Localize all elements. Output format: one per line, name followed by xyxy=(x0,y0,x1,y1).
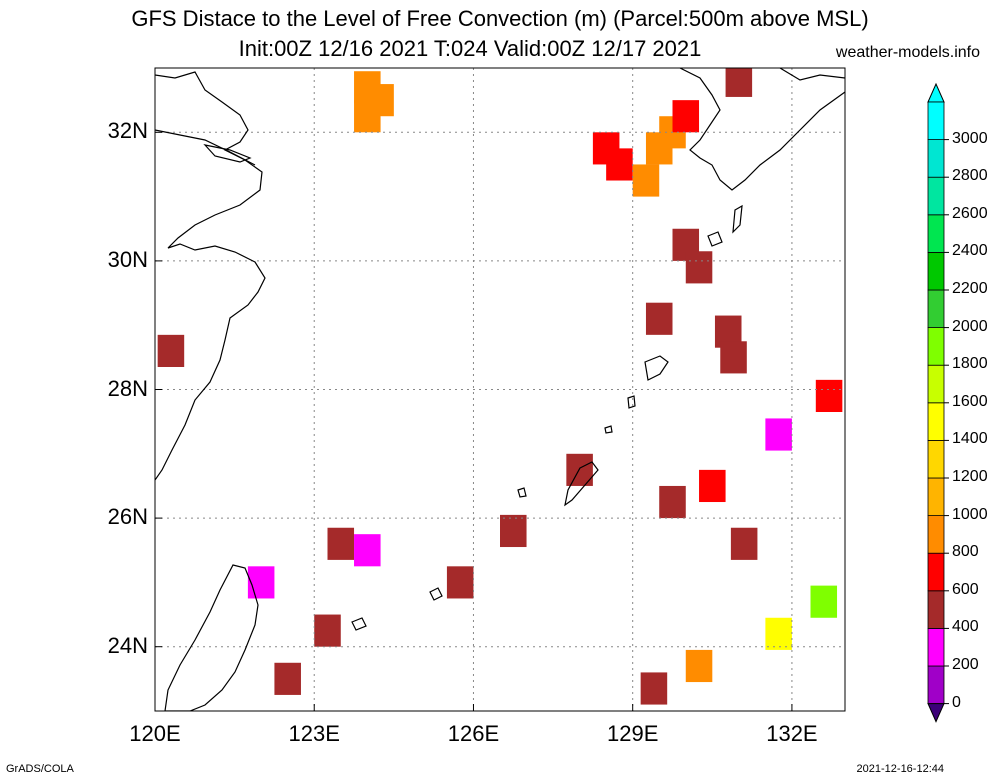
field-cell-17 xyxy=(765,418,792,451)
yakushima xyxy=(707,231,723,247)
colorbar-segment-15 xyxy=(927,101,945,140)
colorbar-segment-14 xyxy=(927,139,945,178)
field-cell-14 xyxy=(720,341,747,374)
colorbar-segment-10 xyxy=(927,289,945,328)
field-cell-26 xyxy=(314,614,341,647)
field-cells xyxy=(157,68,843,705)
field-cell-7 xyxy=(632,164,660,197)
field-cell-32 xyxy=(810,585,838,618)
colorbar-label-1: 200 xyxy=(952,656,979,673)
colorbar-label-15: 3000 xyxy=(952,129,988,147)
field-cell-24 xyxy=(446,566,474,599)
field-cell-27 xyxy=(274,662,301,695)
field-cell-8 xyxy=(672,100,700,133)
izena-island xyxy=(627,395,636,409)
colorbar-label-4: 800 xyxy=(952,543,979,561)
colorbar-segment-13 xyxy=(927,176,945,216)
kerama-island xyxy=(517,487,527,498)
colorbar-label-0: 0 xyxy=(952,693,961,711)
timestamp-label: 2021-12-16-12:44 xyxy=(856,763,944,775)
title-line-1: GFS Distace to the Level of Free Convect… xyxy=(131,6,869,31)
site-label: weather-models.info xyxy=(835,44,980,61)
field-cell-4 xyxy=(606,148,633,181)
colorbar-segment-3 xyxy=(927,552,945,592)
field-cell-23 xyxy=(500,514,527,548)
field-cell-9 xyxy=(725,68,753,97)
shikoku-edge xyxy=(779,68,845,81)
colorbar-segment-2 xyxy=(927,590,945,629)
axis-ticks xyxy=(154,131,793,711)
colorbar-label-11: 2200 xyxy=(952,280,988,297)
colorbar-label-2: 400 xyxy=(952,618,979,636)
amami-oshima xyxy=(644,355,669,381)
x-tick-label-0: 120E xyxy=(129,721,181,746)
title-line-2: Init:00Z 12/16 2021 T:024 Valid:00Z 12/1… xyxy=(238,36,702,61)
field-cell-12 xyxy=(645,302,673,335)
colorbar-over-arrow xyxy=(927,82,945,103)
colorbar-label-7: 1400 xyxy=(952,430,988,448)
colorbar-segment-0 xyxy=(927,665,945,704)
colorbar-segment-6 xyxy=(927,439,945,479)
colorbar-segment-1 xyxy=(927,628,945,667)
taiwan-island xyxy=(164,564,259,711)
y-tick-label-0: 24N xyxy=(107,632,148,658)
field-cell-11 xyxy=(685,251,713,284)
field-cell-15 xyxy=(157,334,185,367)
colorbar-segment-11 xyxy=(927,251,945,291)
colorbar-label-6: 1200 xyxy=(952,468,988,485)
y-tick-label-2: 28N xyxy=(107,375,148,401)
ishigaki-island xyxy=(351,617,367,631)
kyushu-island xyxy=(679,68,845,191)
field-cell-22 xyxy=(354,534,381,567)
y-tick-label-1: 26N xyxy=(107,504,148,530)
field-cell-20 xyxy=(659,485,686,519)
china-coast xyxy=(155,71,266,481)
field-cell-21 xyxy=(327,527,355,560)
field-cell-16 xyxy=(815,379,843,413)
tanegashima xyxy=(732,204,743,234)
miyako-island xyxy=(429,587,443,601)
field-cell-25 xyxy=(247,566,275,599)
yangtze-mouth xyxy=(203,144,252,163)
china-coast-2 xyxy=(155,129,256,166)
credit-label: GrADS/COLA xyxy=(6,763,74,775)
colorbar-label-10: 2000 xyxy=(952,317,988,335)
gridlines xyxy=(154,68,845,711)
colorbar-label-5: 1000 xyxy=(952,505,988,523)
colorbar-segment-4 xyxy=(927,515,945,554)
y-tick-label-4: 32N xyxy=(107,118,148,144)
colorbar-label-9: 1800 xyxy=(952,355,988,373)
field-cell-2 xyxy=(354,100,381,133)
colorbar-label-14: 2800 xyxy=(952,167,988,185)
colorbar-label-3: 600 xyxy=(952,580,979,598)
field-cell-29 xyxy=(685,649,713,683)
colorbar-segment-8 xyxy=(927,364,945,404)
x-tick-label-3: 129E xyxy=(606,721,659,746)
colorbar-label-13: 2600 xyxy=(952,204,988,222)
colorbar-segment-12 xyxy=(927,214,945,253)
colorbar-segment-7 xyxy=(927,402,945,441)
okinawa-island xyxy=(564,461,599,507)
field-cell-31 xyxy=(765,617,792,650)
x-tick-label-4: 132E xyxy=(766,721,818,746)
field-cell-6 xyxy=(645,132,673,165)
coastlines xyxy=(155,68,845,711)
field-cell-28 xyxy=(730,527,758,560)
field-cell-30 xyxy=(640,672,668,705)
y-tick-label-3: 30N xyxy=(107,246,148,272)
field-cell-19 xyxy=(699,469,726,503)
colorbar-under-arrow xyxy=(927,703,945,723)
x-tick-label-2: 126E xyxy=(447,721,500,746)
colorbar xyxy=(927,82,949,723)
colorbar-label-12: 2400 xyxy=(952,242,988,260)
x-tick-label-1: 123E xyxy=(288,721,340,746)
colorbar-segment-9 xyxy=(927,327,945,366)
colorbar-segment-5 xyxy=(927,477,945,516)
yoron-island xyxy=(604,425,613,434)
colorbar-label-8: 1600 xyxy=(952,392,988,410)
